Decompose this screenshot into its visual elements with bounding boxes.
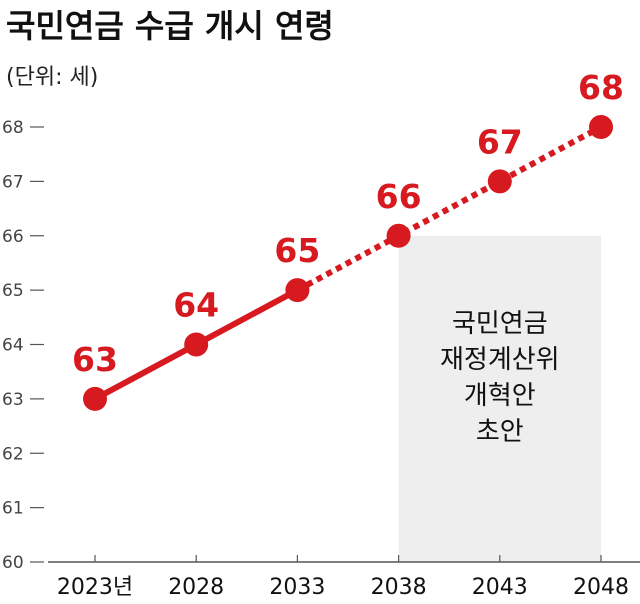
x-tick-label: 2033 bbox=[269, 575, 325, 600]
data-label: 65 bbox=[274, 231, 320, 270]
y-tick-label: 64 bbox=[2, 336, 24, 356]
data-label: 63 bbox=[72, 340, 118, 379]
y-tick-label: 65 bbox=[2, 281, 24, 301]
data-label: 64 bbox=[173, 286, 219, 325]
y-tick-label: 63 bbox=[2, 390, 24, 410]
data-points bbox=[83, 115, 613, 411]
shade-label-line: 국민연금 bbox=[452, 309, 548, 339]
shade-label-line: 초안 bbox=[476, 417, 524, 447]
data-point bbox=[386, 223, 411, 248]
shaded-region bbox=[398, 235, 601, 562]
x-tick-label: 2043 bbox=[472, 575, 528, 600]
data-point bbox=[487, 169, 512, 194]
data-point bbox=[285, 278, 310, 303]
data-label: 67 bbox=[477, 122, 523, 161]
chart-subtitle: (단위: 세) bbox=[6, 65, 98, 90]
x-tick-label: 2048 bbox=[573, 575, 629, 600]
y-tick-label: 61 bbox=[2, 499, 24, 519]
data-labels: 63 64 65 66 67 68 bbox=[72, 68, 624, 379]
x-tick-label: 2028 bbox=[168, 575, 224, 600]
y-tick-label: 66 bbox=[2, 227, 24, 247]
shade-label-line: 재정계산위 bbox=[440, 345, 560, 375]
data-label: 68 bbox=[578, 68, 624, 107]
shade-label-line: 개혁안 bbox=[464, 381, 536, 411]
y-tick-label: 68 bbox=[2, 118, 24, 138]
data-point bbox=[83, 386, 107, 411]
chart-title: 국민연금 수급 개시 연령 bbox=[6, 7, 334, 45]
y-tick-label: 67 bbox=[2, 172, 24, 192]
x-tick-label: 2038 bbox=[371, 575, 427, 600]
series-line-dotted bbox=[295, 124, 603, 293]
y-tick-label: 62 bbox=[2, 444, 24, 464]
y-tick-label: 60 bbox=[2, 553, 24, 573]
data-point bbox=[184, 332, 209, 357]
x-tick-label: 2023년 bbox=[57, 575, 133, 600]
y-axis: 60 61 62 63 64 65 66 67 68 bbox=[2, 118, 44, 573]
data-label: 66 bbox=[376, 177, 422, 216]
x-axis: 2023년 2028 2033 2038 2043 2048 bbox=[57, 555, 629, 600]
data-point bbox=[589, 115, 613, 139]
